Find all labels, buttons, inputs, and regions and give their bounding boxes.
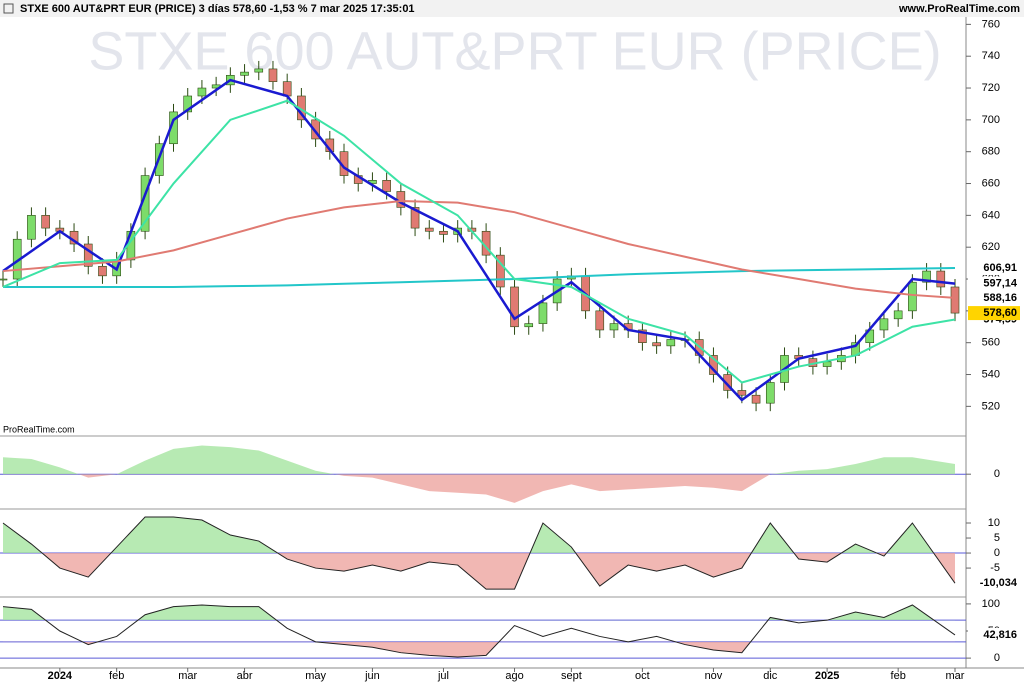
candle [922, 270, 931, 283]
candle [41, 215, 50, 229]
header-bar [0, 0, 1024, 17]
negative-area [42, 553, 955, 590]
candle [197, 87, 207, 97]
y-tick-label: 760 [982, 18, 1000, 30]
x-tick-label: oct [635, 670, 650, 682]
y-tick-label: 560 [982, 337, 1000, 349]
candle [638, 329, 647, 343]
y-tick-label: 680 [982, 146, 1000, 158]
x-tick-label: mar [946, 670, 965, 682]
price-badge-label: 578,60 [983, 307, 1017, 319]
indicator-badge-label: -10,034 [980, 577, 1018, 589]
header-site: www.ProRealTime.com [898, 3, 1020, 15]
x-tick-label: mar [178, 670, 197, 682]
series-badge [968, 261, 1020, 276]
moving-average [2, 200, 956, 299]
y-tick-label: 520 [982, 400, 1000, 412]
moving-average [2, 78, 956, 402]
y-tick-label: 0 [994, 652, 1000, 664]
candle [666, 339, 676, 347]
indicator-badge [968, 576, 1020, 591]
indicator-line [2, 516, 956, 590]
candle [254, 68, 264, 73]
candle [879, 318, 889, 331]
moving-average [2, 99, 956, 384]
candle [595, 310, 605, 331]
y-tick-label: 100 [982, 598, 1000, 610]
watermark-small: ProRealTime.com [3, 424, 75, 434]
candle [83, 243, 93, 267]
candle [609, 323, 619, 331]
candle [893, 310, 903, 320]
candle [936, 270, 946, 288]
moving-average [3, 267, 956, 288]
negative-area [3, 641, 955, 658]
header-title: STXE 600 AUT&PRT EUR (PRICE) 3 días 578,… [20, 3, 415, 15]
candle [496, 254, 505, 288]
positive-area [3, 604, 935, 621]
icon [3, 3, 14, 14]
y-tick-label: 640 [982, 209, 1000, 221]
candle [524, 323, 534, 328]
series-badge-label: 606,91 [983, 262, 1017, 274]
candle [751, 394, 761, 404]
x-tick-label: feb [109, 670, 124, 682]
indicator-badge-label: 42,816 [983, 629, 1017, 641]
x-tick-label: dic [763, 670, 778, 682]
indicator-badge [968, 627, 1020, 642]
y-tick-label: 740 [982, 50, 1000, 62]
candle [950, 286, 960, 314]
positive-area [3, 517, 955, 554]
candle [27, 215, 36, 240]
y-tick-label: 540 [982, 368, 1000, 380]
candle [183, 95, 193, 113]
candle [0, 278, 8, 281]
candle [538, 302, 548, 324]
candle [410, 207, 420, 229]
negative-area [78, 474, 771, 503]
y-tick-label: -5 [990, 562, 1000, 574]
x-tick-label: may [305, 670, 326, 682]
positive-area [3, 445, 955, 475]
y-tick-label: 0 [994, 468, 1000, 480]
candle [765, 382, 775, 404]
candle [424, 227, 434, 232]
x-tick-label: nov [705, 670, 723, 682]
candle [98, 265, 107, 277]
candle [510, 286, 519, 328]
x-tick-label: ago [505, 670, 523, 682]
price-badge [968, 306, 1020, 321]
series-badge-label: 597,14 [983, 277, 1018, 289]
candle [311, 119, 320, 140]
x-tick-label: 2024 [48, 670, 73, 682]
series-badge [968, 276, 1020, 291]
x-tick-label: 2025 [815, 670, 839, 682]
x-tick-label: feb [891, 670, 906, 682]
y-tick-label: 720 [982, 82, 1000, 94]
x-tick-label: abr [237, 670, 253, 682]
candle [268, 68, 278, 82]
y-tick-label: 620 [982, 241, 1000, 253]
watermark: STXE 600 AUT&PRT EUR (PRICE) [88, 21, 941, 81]
series-badge-label: 588,16 [983, 292, 1017, 304]
candle [737, 390, 747, 396]
candle [282, 81, 292, 97]
y-tick-label: 660 [982, 177, 1000, 189]
y-tick-label: 10 [988, 517, 1000, 529]
series-badge [968, 290, 1020, 305]
y-tick-label: 700 [982, 114, 1000, 126]
indicator-line [2, 604, 956, 658]
candle [240, 71, 249, 76]
candle [439, 230, 448, 235]
candle [652, 342, 661, 347]
x-tick-label: jul [437, 670, 449, 682]
x-tick-label: sept [561, 670, 582, 682]
y-tick-label: 0 [994, 547, 1000, 559]
x-tick-label: jun [364, 670, 380, 682]
candle [908, 281, 917, 312]
candle [723, 374, 732, 391]
candle [382, 180, 391, 192]
y-tick-label: 5 [994, 532, 1000, 544]
